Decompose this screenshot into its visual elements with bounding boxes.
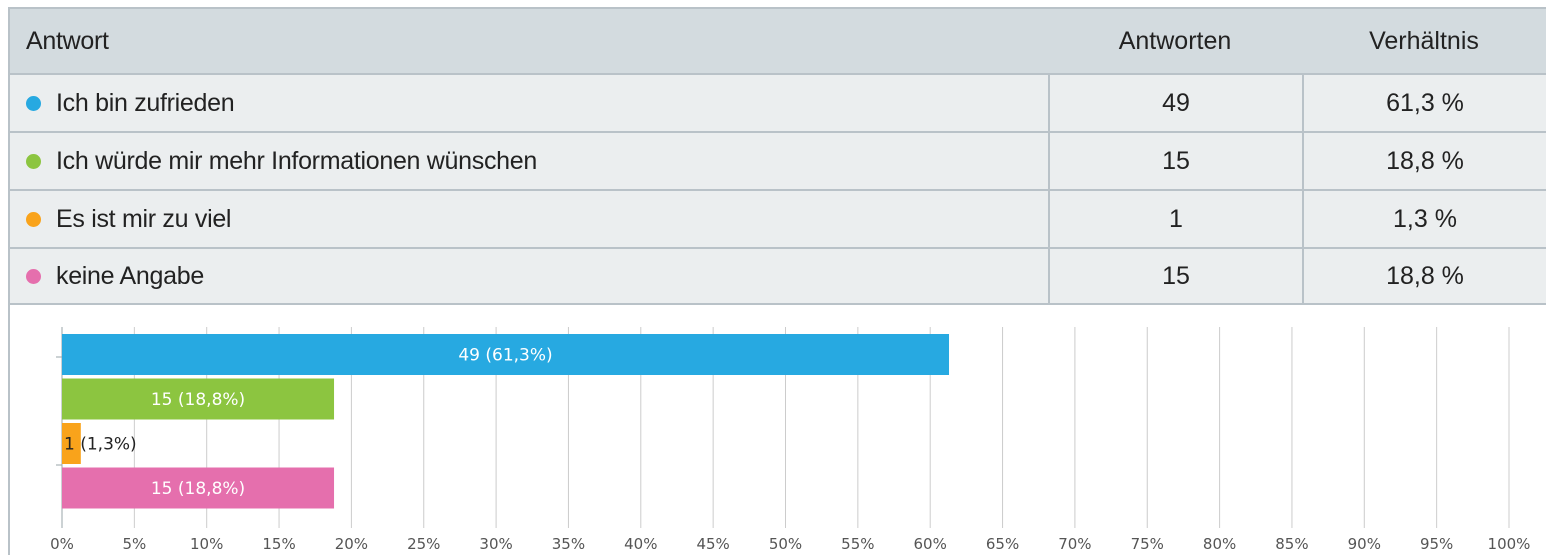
answer-cell: Ich bin zufrieden xyxy=(10,75,1048,131)
x-tick-label: 5% xyxy=(122,535,146,553)
header-ratio: Verhältnis xyxy=(1369,26,1479,55)
x-tick-label: 10% xyxy=(190,535,223,553)
header-answer: Antwort xyxy=(26,26,109,55)
answer-label: keine Angabe xyxy=(56,261,204,290)
table-header-row: Antwort Antworten Verhältnis xyxy=(10,7,1546,73)
bar xyxy=(62,423,81,464)
x-tick-label: 90% xyxy=(1348,535,1381,553)
table-row: keine Angabe 15 18,8 % xyxy=(10,247,1546,305)
answer-cell: Es ist mir zu viel xyxy=(10,191,1048,247)
count-cell: 1 xyxy=(1048,191,1302,247)
bar-chart-svg: 0% 5% 10% 15% 20% 25% 30% 35% 40% 45% 50% 55% 60% 65%… xyxy=(50,327,1531,553)
count-cell: 15 xyxy=(1048,249,1302,303)
x-tick-label: 85% xyxy=(1275,535,1308,553)
header-count: Antworten xyxy=(1118,26,1232,55)
answer-cell: keine Angabe xyxy=(10,249,1048,303)
x-tick-label: 15% xyxy=(262,535,295,553)
x-tick-label: 65% xyxy=(986,535,1019,553)
answer-cell: Ich würde mir mehr Informationen wünsche… xyxy=(10,133,1048,189)
bar xyxy=(62,378,335,420)
x-tick-label: 45% xyxy=(696,535,729,553)
legend-dot-icon xyxy=(26,95,41,111)
x-tick-label: 60% xyxy=(914,535,947,553)
x-tick-label: 80% xyxy=(1203,535,1236,553)
legend-dot-icon xyxy=(26,268,41,284)
answer-label: Ich bin zufrieden xyxy=(56,88,235,117)
x-tick-label: 50% xyxy=(769,535,802,553)
legend-dot-icon xyxy=(26,211,41,227)
x-tick-label: 0% xyxy=(50,535,74,553)
x-tick-label: 95% xyxy=(1420,535,1453,553)
bar-data-label: 49 (61,3%) xyxy=(458,346,552,366)
table-row: Ich würde mir mehr Informationen wünsche… xyxy=(10,131,1546,189)
table-row: Es ist mir zu viel 1 1,3 % xyxy=(10,189,1546,247)
bar-data-label: 15 (18,8%) xyxy=(151,390,245,410)
table-row: Ich bin zufrieden 49 61,3 % xyxy=(10,73,1546,131)
x-tick-label: 70% xyxy=(1058,535,1091,553)
count-cell: 49 xyxy=(1048,75,1302,131)
bar-data-label: 15 (18,8%) xyxy=(151,479,245,499)
results-chart: 0% 5% 10% 15% 20% 25% 30% 35% 40% 45% 50% 55% 60% 65%… xyxy=(8,305,1546,555)
x-tick-label: 35% xyxy=(552,535,585,553)
legend-dot-icon xyxy=(26,153,41,169)
answer-label: Ich würde mir mehr Informationen wünsche… xyxy=(56,146,537,175)
x-tick-label: 20% xyxy=(335,535,368,553)
x-tick-label: 30% xyxy=(479,535,512,553)
x-tick-label: 25% xyxy=(407,535,440,553)
count-cell: 15 xyxy=(1048,133,1302,189)
ratio-cell: 18,8 % xyxy=(1302,133,1546,189)
ratio-cell: 18,8 % xyxy=(1302,249,1546,303)
x-tick-label: 55% xyxy=(841,535,874,553)
answer-label: Es ist mir zu viel xyxy=(56,204,232,233)
x-tick-label: 40% xyxy=(624,535,657,553)
x-tick-label: 75% xyxy=(1131,535,1164,553)
ratio-cell: 61,3 % xyxy=(1302,75,1546,131)
bar-data-label: 1 (1,3%) xyxy=(64,435,137,455)
bar xyxy=(62,334,950,375)
ratio-cell: 1,3 % xyxy=(1302,191,1546,247)
bar xyxy=(62,467,335,509)
x-tick-label: 100% xyxy=(1488,535,1531,553)
answers-table: Antwort Antworten Verhältnis Ich bin zuf… xyxy=(8,7,1546,305)
